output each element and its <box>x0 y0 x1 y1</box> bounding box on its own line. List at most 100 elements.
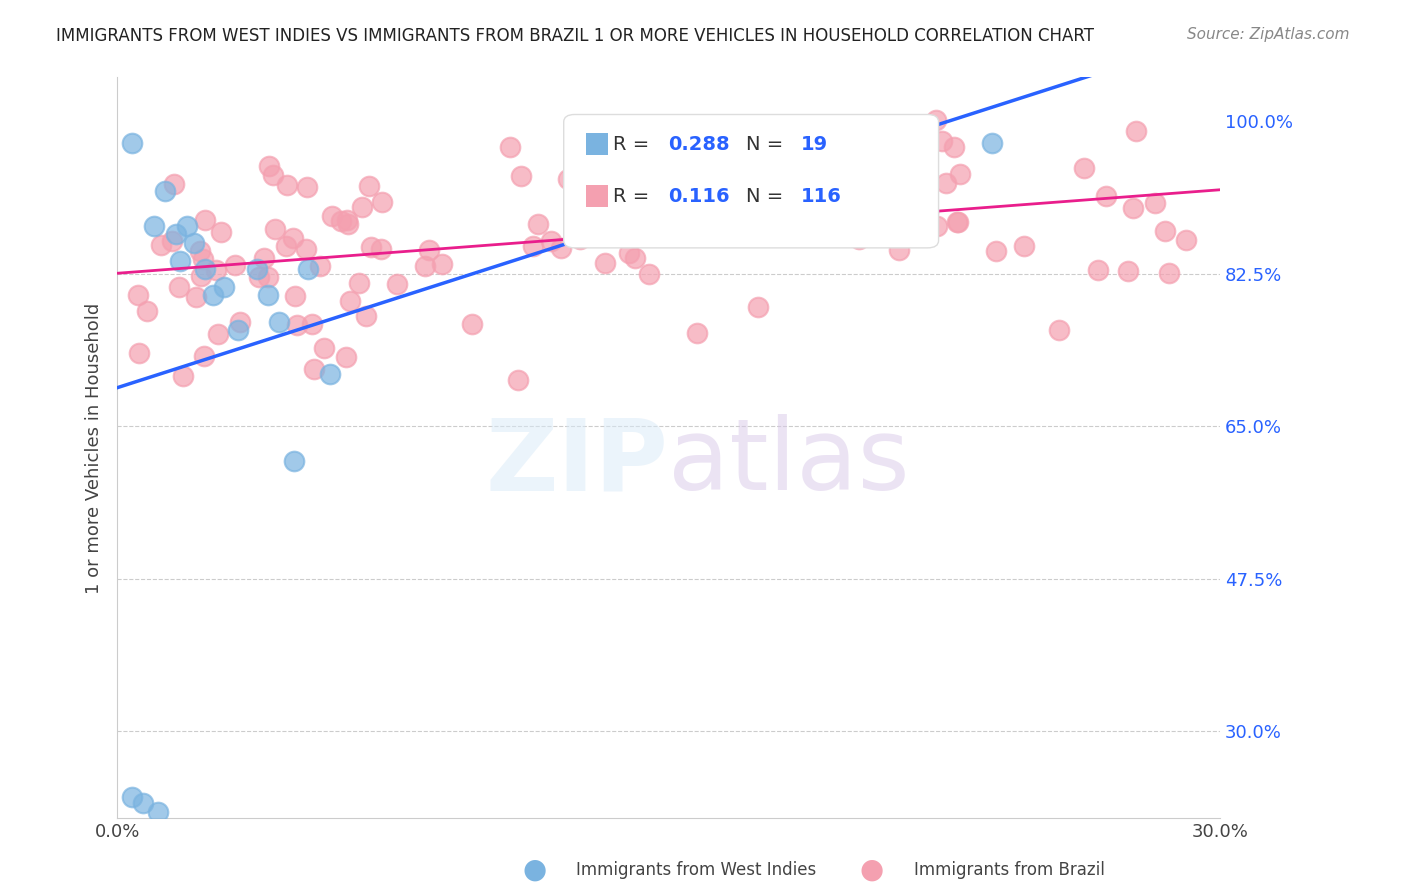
Point <box>747 300 769 314</box>
Text: R =: R = <box>613 135 655 153</box>
Point <box>550 241 572 255</box>
Point <box>127 288 149 302</box>
Point <box>350 200 373 214</box>
Point <box>430 257 453 271</box>
Point <box>669 194 692 209</box>
Point <box>824 187 846 202</box>
Point <box>360 239 382 253</box>
Text: ZIP: ZIP <box>485 414 668 511</box>
Point <box>339 293 361 308</box>
Point <box>209 225 232 239</box>
Point <box>875 215 897 229</box>
Text: 19: 19 <box>801 135 828 153</box>
Point <box>188 244 211 259</box>
Point <box>142 219 165 233</box>
Point <box>644 203 666 218</box>
Point <box>246 262 269 277</box>
Point <box>264 222 287 236</box>
Point <box>931 134 953 148</box>
Point <box>224 259 246 273</box>
Point <box>658 204 681 219</box>
Point <box>540 234 562 248</box>
Point <box>418 243 440 257</box>
Point <box>172 368 194 383</box>
Point <box>262 169 284 183</box>
Point <box>1116 264 1139 278</box>
Point <box>312 342 335 356</box>
Text: R =: R = <box>613 186 655 205</box>
Point <box>335 351 357 365</box>
Point <box>287 318 309 333</box>
Point <box>128 346 150 360</box>
Point <box>247 270 270 285</box>
Point <box>371 194 394 209</box>
Point <box>257 159 280 173</box>
Point <box>190 269 212 284</box>
Text: ●: ● <box>522 855 547 884</box>
Point <box>617 246 640 260</box>
Point <box>1125 124 1147 138</box>
Point <box>336 218 359 232</box>
Point <box>283 454 305 468</box>
Point <box>593 256 616 270</box>
Point <box>914 127 936 141</box>
Point <box>193 349 215 363</box>
Point <box>1144 196 1167 211</box>
Point <box>150 238 173 252</box>
Point <box>605 136 627 150</box>
Point <box>184 290 207 304</box>
Point <box>276 178 298 193</box>
Point <box>329 214 352 228</box>
Point <box>461 317 484 331</box>
Point <box>347 277 370 291</box>
Point <box>257 288 280 302</box>
Point <box>281 230 304 244</box>
Point <box>917 205 939 219</box>
Point <box>294 243 316 257</box>
Y-axis label: 1 or more Vehicles in Household: 1 or more Vehicles in Household <box>86 302 103 593</box>
Point <box>335 212 357 227</box>
Point <box>848 232 870 246</box>
Point <box>557 172 579 186</box>
Point <box>696 206 718 220</box>
Point <box>228 323 250 337</box>
Point <box>813 158 835 172</box>
Point <box>357 179 380 194</box>
Point <box>838 163 860 178</box>
Point <box>661 219 683 233</box>
Point <box>354 309 377 323</box>
Point <box>370 243 392 257</box>
Text: atlas: atlas <box>668 414 910 511</box>
Point <box>817 218 839 232</box>
Point <box>297 262 319 277</box>
Point <box>925 113 948 128</box>
Bar <box>586 185 607 207</box>
Point <box>413 259 436 273</box>
Point <box>946 215 969 229</box>
Point <box>1094 189 1116 203</box>
Point <box>1122 201 1144 215</box>
Point <box>569 231 592 245</box>
Point <box>723 207 745 221</box>
Point <box>686 211 709 225</box>
Point <box>1154 224 1177 238</box>
Point <box>165 227 187 242</box>
Text: IMMIGRANTS FROM WEST INDIES VS IMMIGRANTS FROM BRAZIL 1 OR MORE VEHICLES IN HOUS: IMMIGRANTS FROM WEST INDIES VS IMMIGRANT… <box>56 27 1094 45</box>
Point <box>201 288 224 302</box>
Text: ●: ● <box>859 855 884 884</box>
Point <box>949 168 972 182</box>
Point <box>631 182 654 196</box>
Point <box>510 169 533 184</box>
Text: N =: N = <box>745 186 789 205</box>
Point <box>162 234 184 248</box>
Point <box>169 253 191 268</box>
Point <box>121 789 143 804</box>
Point <box>689 127 711 141</box>
Text: Immigrants from West Indies: Immigrants from West Indies <box>576 861 817 879</box>
Point <box>205 263 228 277</box>
Point <box>207 326 229 341</box>
Point <box>176 219 198 233</box>
Point <box>385 277 408 291</box>
Point <box>212 279 235 293</box>
Text: N =: N = <box>745 135 789 153</box>
